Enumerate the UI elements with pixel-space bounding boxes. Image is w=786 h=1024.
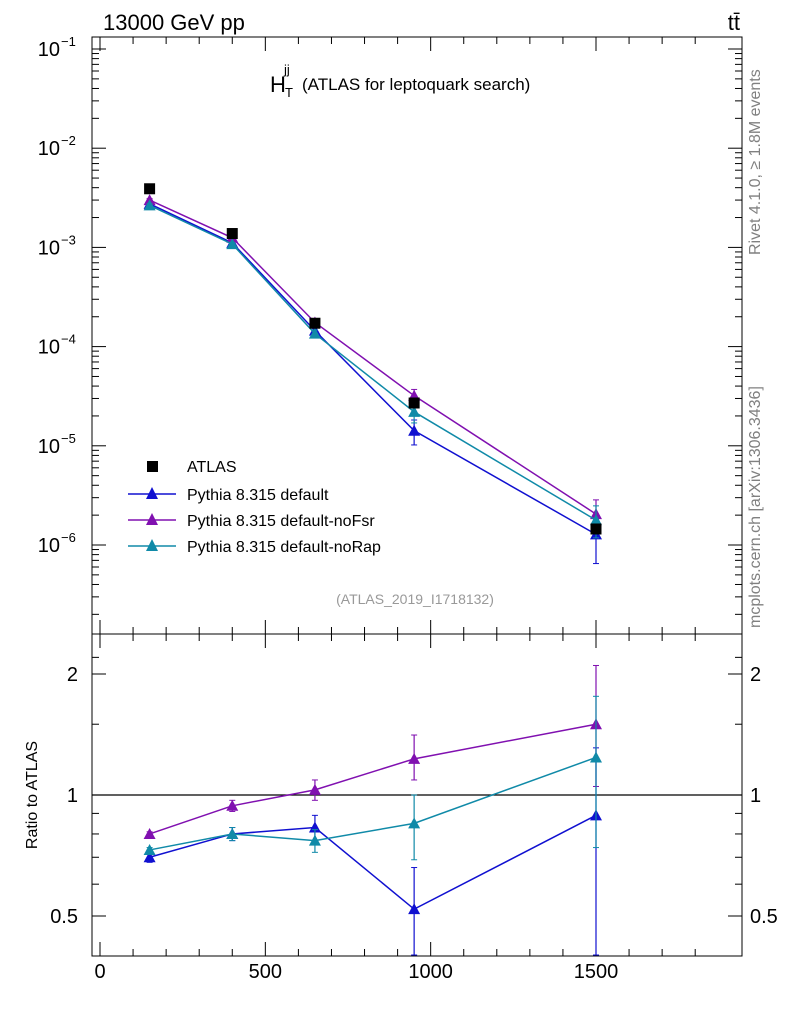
x-tick-label: 0 — [94, 961, 105, 983]
ratio-ylabel: Ratio to ATLAS — [24, 741, 41, 849]
ratio-point-nofsr — [226, 799, 239, 811]
mcplots-label: mcplots.cern.ch [arXiv:1306.3436] — [747, 386, 764, 628]
legend-marker-nofsr — [146, 513, 158, 525]
main-point-atlas — [408, 397, 420, 409]
energy-label: 13000 GeV pp — [103, 10, 245, 35]
main-ytick-label: 10 — [38, 39, 60, 61]
main-point-default — [408, 424, 421, 436]
main-point-norap — [590, 514, 602, 526]
ratio-point-norap — [590, 751, 602, 763]
plot-title-rest: (ATLAS for leptoquark search) — [302, 75, 530, 94]
main-point-norap — [308, 327, 321, 339]
main-point-atlas — [590, 523, 602, 535]
ratio-point-nofsr — [408, 752, 421, 764]
main-point-atlas — [226, 228, 238, 240]
main-ytick-exponent: −4 — [61, 332, 76, 347]
ratio-ytick-label: 0.5 — [50, 906, 78, 928]
plot-title-main: H — [270, 72, 286, 97]
legend-marker-norap — [146, 539, 158, 551]
legend-marker-default — [146, 487, 158, 499]
x-tick-label: 500 — [249, 961, 282, 983]
analysis-id: (ATLAS_2019_I1718132) — [336, 591, 494, 607]
ratio-point-nofsr — [143, 827, 156, 839]
rivet-version-label: Rivet 4.1.0, ≥ 1.8M events — [747, 69, 764, 255]
main-ytick-label: 10 — [38, 436, 60, 458]
main-point-atlas — [309, 317, 321, 329]
ratio-ytick-label: 1 — [67, 785, 78, 807]
ratio-point-norap — [226, 827, 239, 839]
main-ytick-exponent: −2 — [61, 133, 76, 148]
ratio-point-norap — [143, 843, 156, 855]
main-ytick-label: 10 — [38, 138, 60, 160]
ratio-ytick-label-right: 2 — [750, 664, 761, 686]
ratio-ytick-label-right: 0.5 — [750, 906, 778, 928]
legend-label-default: Pythia 8.315 default — [187, 487, 329, 504]
legend-label-nofsr: Pythia 8.315 default-noFsr — [187, 513, 375, 530]
main-ytick-exponent: −1 — [61, 34, 76, 49]
ratio-ytick-label: 2 — [67, 664, 78, 686]
ratio-point-default — [143, 851, 156, 863]
plot-title: H jj T (ATLAS for leptoquark search) — [270, 62, 530, 100]
main-ytick-exponent: −5 — [61, 431, 76, 446]
legend-label-norap: Pythia 8.315 default-noRap — [187, 539, 381, 556]
main-ytick-label: 10 — [38, 337, 60, 359]
x-tick-label: 1500 — [574, 961, 619, 983]
x-tick-label: 1000 — [408, 961, 453, 983]
process-label: tt̄ — [728, 10, 740, 35]
ratio-point-norap — [408, 817, 421, 829]
legend-marker-atlas — [147, 461, 158, 472]
ratio-point-norap — [308, 834, 321, 846]
main-point-norap — [226, 238, 239, 250]
ratio-series — [143, 664, 602, 956]
main-axis-ticks: 10−610−510−410−310−210−1 — [38, 34, 742, 634]
main-series — [143, 183, 602, 565]
ratio-point-nofsr — [308, 783, 321, 795]
plot-title-sub: T — [285, 85, 293, 100]
main-ytick-exponent: −6 — [61, 530, 76, 545]
main-ytick-label: 10 — [38, 237, 60, 259]
legend-label-atlas: ATLAS — [187, 459, 237, 476]
main-point-norap — [143, 199, 156, 211]
plot-title-sup: jj — [283, 62, 290, 77]
ratio-ytick-label-right: 1 — [750, 785, 761, 807]
main-ytick-label: 10 — [38, 535, 60, 557]
legend: ATLAS Pythia 8.315 default Pythia 8.315 … — [128, 459, 381, 556]
main-point-norap — [408, 405, 421, 417]
ratio-point-default — [408, 903, 421, 915]
main-ytick-exponent: −3 — [61, 232, 76, 247]
main-point-atlas — [144, 183, 156, 195]
